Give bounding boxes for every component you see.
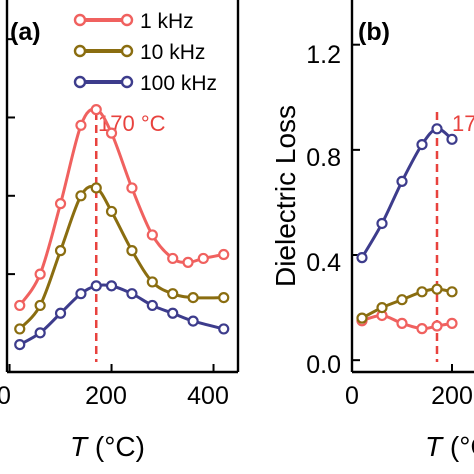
data-point: [14, 299, 26, 312]
data-point: [90, 104, 102, 116]
panel-b-ytick-label: 0.0: [306, 351, 341, 379]
data-point: [90, 280, 102, 292]
panel-a-xtick-label: 200: [85, 382, 127, 410]
data-point: [416, 138, 428, 151]
data-point: [416, 286, 428, 298]
data-point: [75, 190, 87, 202]
legend-label: 100 kHz: [140, 72, 217, 95]
legend-marker: [120, 13, 134, 27]
panel-b-label: (b): [358, 18, 390, 46]
panel-b-xtick-label: 0: [345, 382, 359, 410]
data-point: [54, 307, 67, 319]
data-point: [54, 245, 67, 257]
data-point: [75, 119, 87, 131]
data-point: [356, 252, 368, 264]
panel-b-y-axis-title: Dielectric Loss: [270, 105, 301, 287]
data-point: [146, 229, 158, 241]
panel-a-xtick-labels: 0 200 400: [0, 382, 229, 410]
data-point: [167, 288, 179, 300]
panel-b-ytick-label: 0.8: [306, 144, 341, 172]
data-point: [54, 198, 67, 210]
data-point: [90, 182, 102, 194]
data-point: [446, 133, 458, 145]
panel-b-xtick-label: 200: [431, 382, 473, 410]
legend-marker: [73, 13, 87, 27]
data-point: [431, 123, 443, 135]
data-point: [446, 286, 458, 298]
data-point: [396, 317, 408, 329]
legend-marker: [120, 44, 134, 58]
legend-marker: [120, 75, 134, 89]
data-point: [416, 323, 428, 335]
data-point: [431, 283, 443, 295]
data-point: [75, 288, 87, 300]
panel-b-xtick-labels: 0 200: [345, 382, 473, 410]
panel-a-label: (a): [10, 18, 41, 46]
panel-a-xtick-label: 400: [187, 382, 229, 410]
data-point: [146, 276, 158, 288]
panel-b-ytick-label: 0.4: [306, 249, 341, 277]
data-point: [126, 182, 138, 194]
data-point: [34, 327, 46, 339]
data-point: [218, 323, 230, 335]
data-point: [105, 127, 118, 139]
data-point: [105, 280, 118, 292]
panel-b-annotation: 17: [452, 111, 474, 136]
legend: 1 kHz 10 kHz 100 kHz: [73, 10, 217, 95]
series-line: [18, 185, 224, 330]
legend-label: 1 kHz: [140, 10, 194, 33]
data-point: [396, 294, 408, 306]
panel-a-xtick-label: 0: [0, 382, 11, 410]
legend-label: 10 kHz: [140, 41, 205, 64]
legend-marker: [73, 44, 87, 58]
data-point: [376, 301, 388, 314]
data-point: [218, 248, 230, 261]
panel-b-x-axis-title: T (°C): [425, 431, 474, 462]
data-point: [126, 245, 138, 257]
data-point: [218, 292, 230, 304]
data-point: [197, 252, 209, 265]
data-point: [182, 256, 194, 268]
data-point: [146, 299, 158, 312]
data-point: [431, 320, 443, 332]
data-point: [187, 315, 199, 327]
data-point: [105, 205, 118, 218]
data-point: [14, 323, 26, 335]
panel-b-ytick-label: 1.2: [306, 41, 341, 69]
data-point: [446, 317, 458, 329]
panel-a-x-axis-title: T (°C): [70, 431, 145, 462]
data-point: [14, 338, 26, 351]
data-point: [34, 299, 46, 312]
series-line: [360, 127, 453, 259]
data-point: [376, 217, 388, 230]
data-point: [396, 175, 408, 187]
legend-marker: [73, 75, 87, 89]
data-point: [356, 312, 368, 324]
data-point: [167, 252, 179, 265]
data-point: [167, 307, 179, 319]
data-point: [34, 268, 46, 280]
data-point: [187, 292, 199, 304]
panel-b-ytick-labels: 0.0 0.4 0.8 1.2: [306, 41, 341, 379]
data-point: [126, 288, 138, 300]
panel-b: (b) 0.0 0.4 0.8 1.2 Dielectric Loss 17 0…: [270, 0, 474, 462]
